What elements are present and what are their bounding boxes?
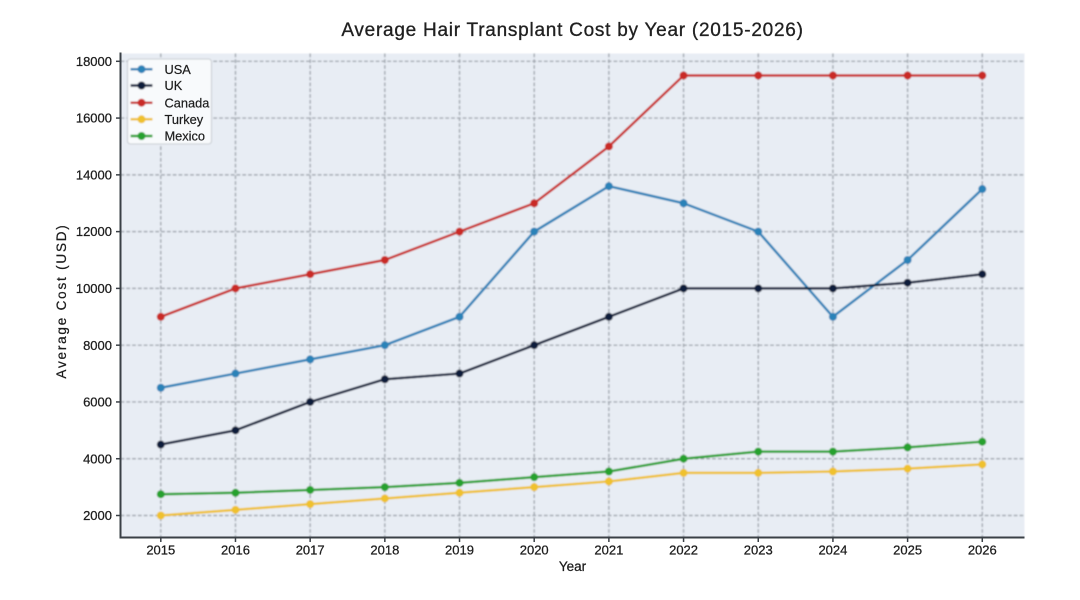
svg-text:2025: 2025 [893, 543, 922, 558]
svg-text:2016: 2016 [221, 543, 250, 558]
svg-text:18000: 18000 [76, 54, 112, 69]
svg-text:2015: 2015 [146, 543, 175, 558]
svg-text:2026: 2026 [968, 543, 997, 558]
svg-text:2000: 2000 [83, 508, 112, 523]
svg-text:14000: 14000 [76, 167, 112, 182]
svg-text:2021: 2021 [594, 543, 623, 558]
svg-text:16000: 16000 [76, 111, 112, 126]
svg-text:Average Hair Transplant Cost b: Average Hair Transplant Cost by Year (20… [341, 20, 803, 41]
svg-text:4000: 4000 [83, 451, 112, 466]
svg-text:6000: 6000 [83, 395, 112, 410]
svg-text:2020: 2020 [520, 543, 549, 558]
svg-text:Canada: Canada [165, 95, 211, 110]
svg-text:2024: 2024 [818, 543, 847, 558]
svg-text:Mexico: Mexico [165, 129, 206, 144]
svg-text:8000: 8000 [83, 338, 112, 353]
svg-text:12000: 12000 [76, 224, 112, 239]
svg-text:Year: Year [559, 559, 587, 574]
svg-text:10000: 10000 [76, 281, 112, 296]
svg-text:2018: 2018 [370, 543, 399, 558]
svg-text:Turkey: Turkey [165, 112, 204, 127]
svg-text:2019: 2019 [445, 543, 474, 558]
svg-text:2023: 2023 [744, 543, 773, 558]
svg-text:USA: USA [165, 62, 192, 77]
svg-text:2022: 2022 [669, 543, 698, 558]
svg-text:Average Cost (USD): Average Cost (USD) [54, 223, 69, 378]
svg-text:2017: 2017 [296, 543, 325, 558]
svg-text:UK: UK [165, 78, 183, 93]
